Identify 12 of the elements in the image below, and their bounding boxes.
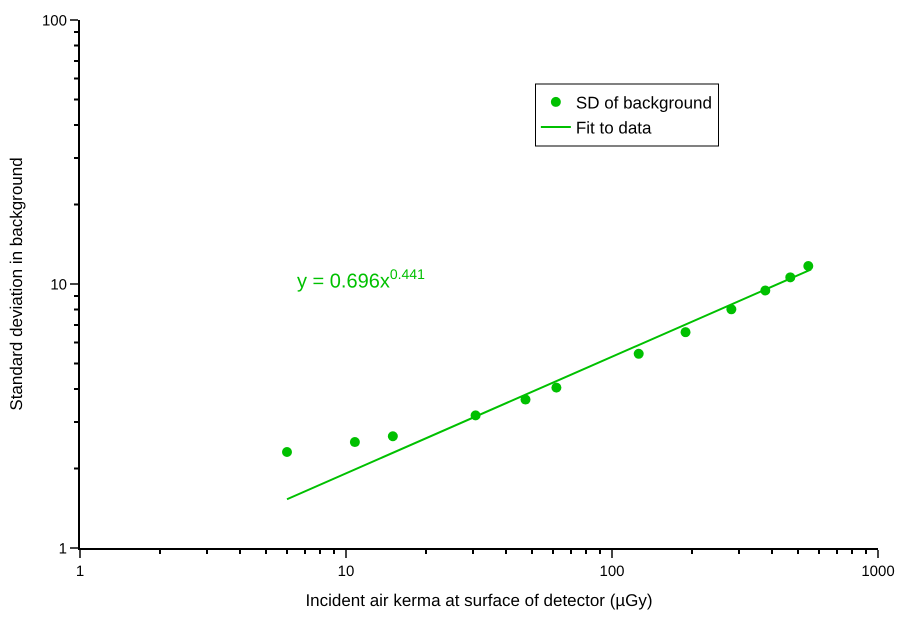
x-axis-title: Incident air kerma at surface of detector (µGy): [305, 590, 653, 610]
annotation: y = 0.696x$^{0.441}$: [297, 266, 426, 292]
x-tick-label: 1000: [861, 563, 895, 580]
x-tick-label: 1: [76, 563, 84, 580]
x-tick-label: 100: [599, 563, 625, 580]
legend-label: SD of background: [576, 94, 712, 113]
y-axis-title: Standard deviation in background: [7, 157, 26, 411]
y-tick-label: 100: [42, 12, 67, 30]
y-tick-label: 1: [58, 540, 67, 558]
x-tick-label: 10: [338, 563, 354, 580]
legend-label: Fit to data: [576, 118, 652, 138]
y-tick-label: 10: [50, 276, 67, 294]
